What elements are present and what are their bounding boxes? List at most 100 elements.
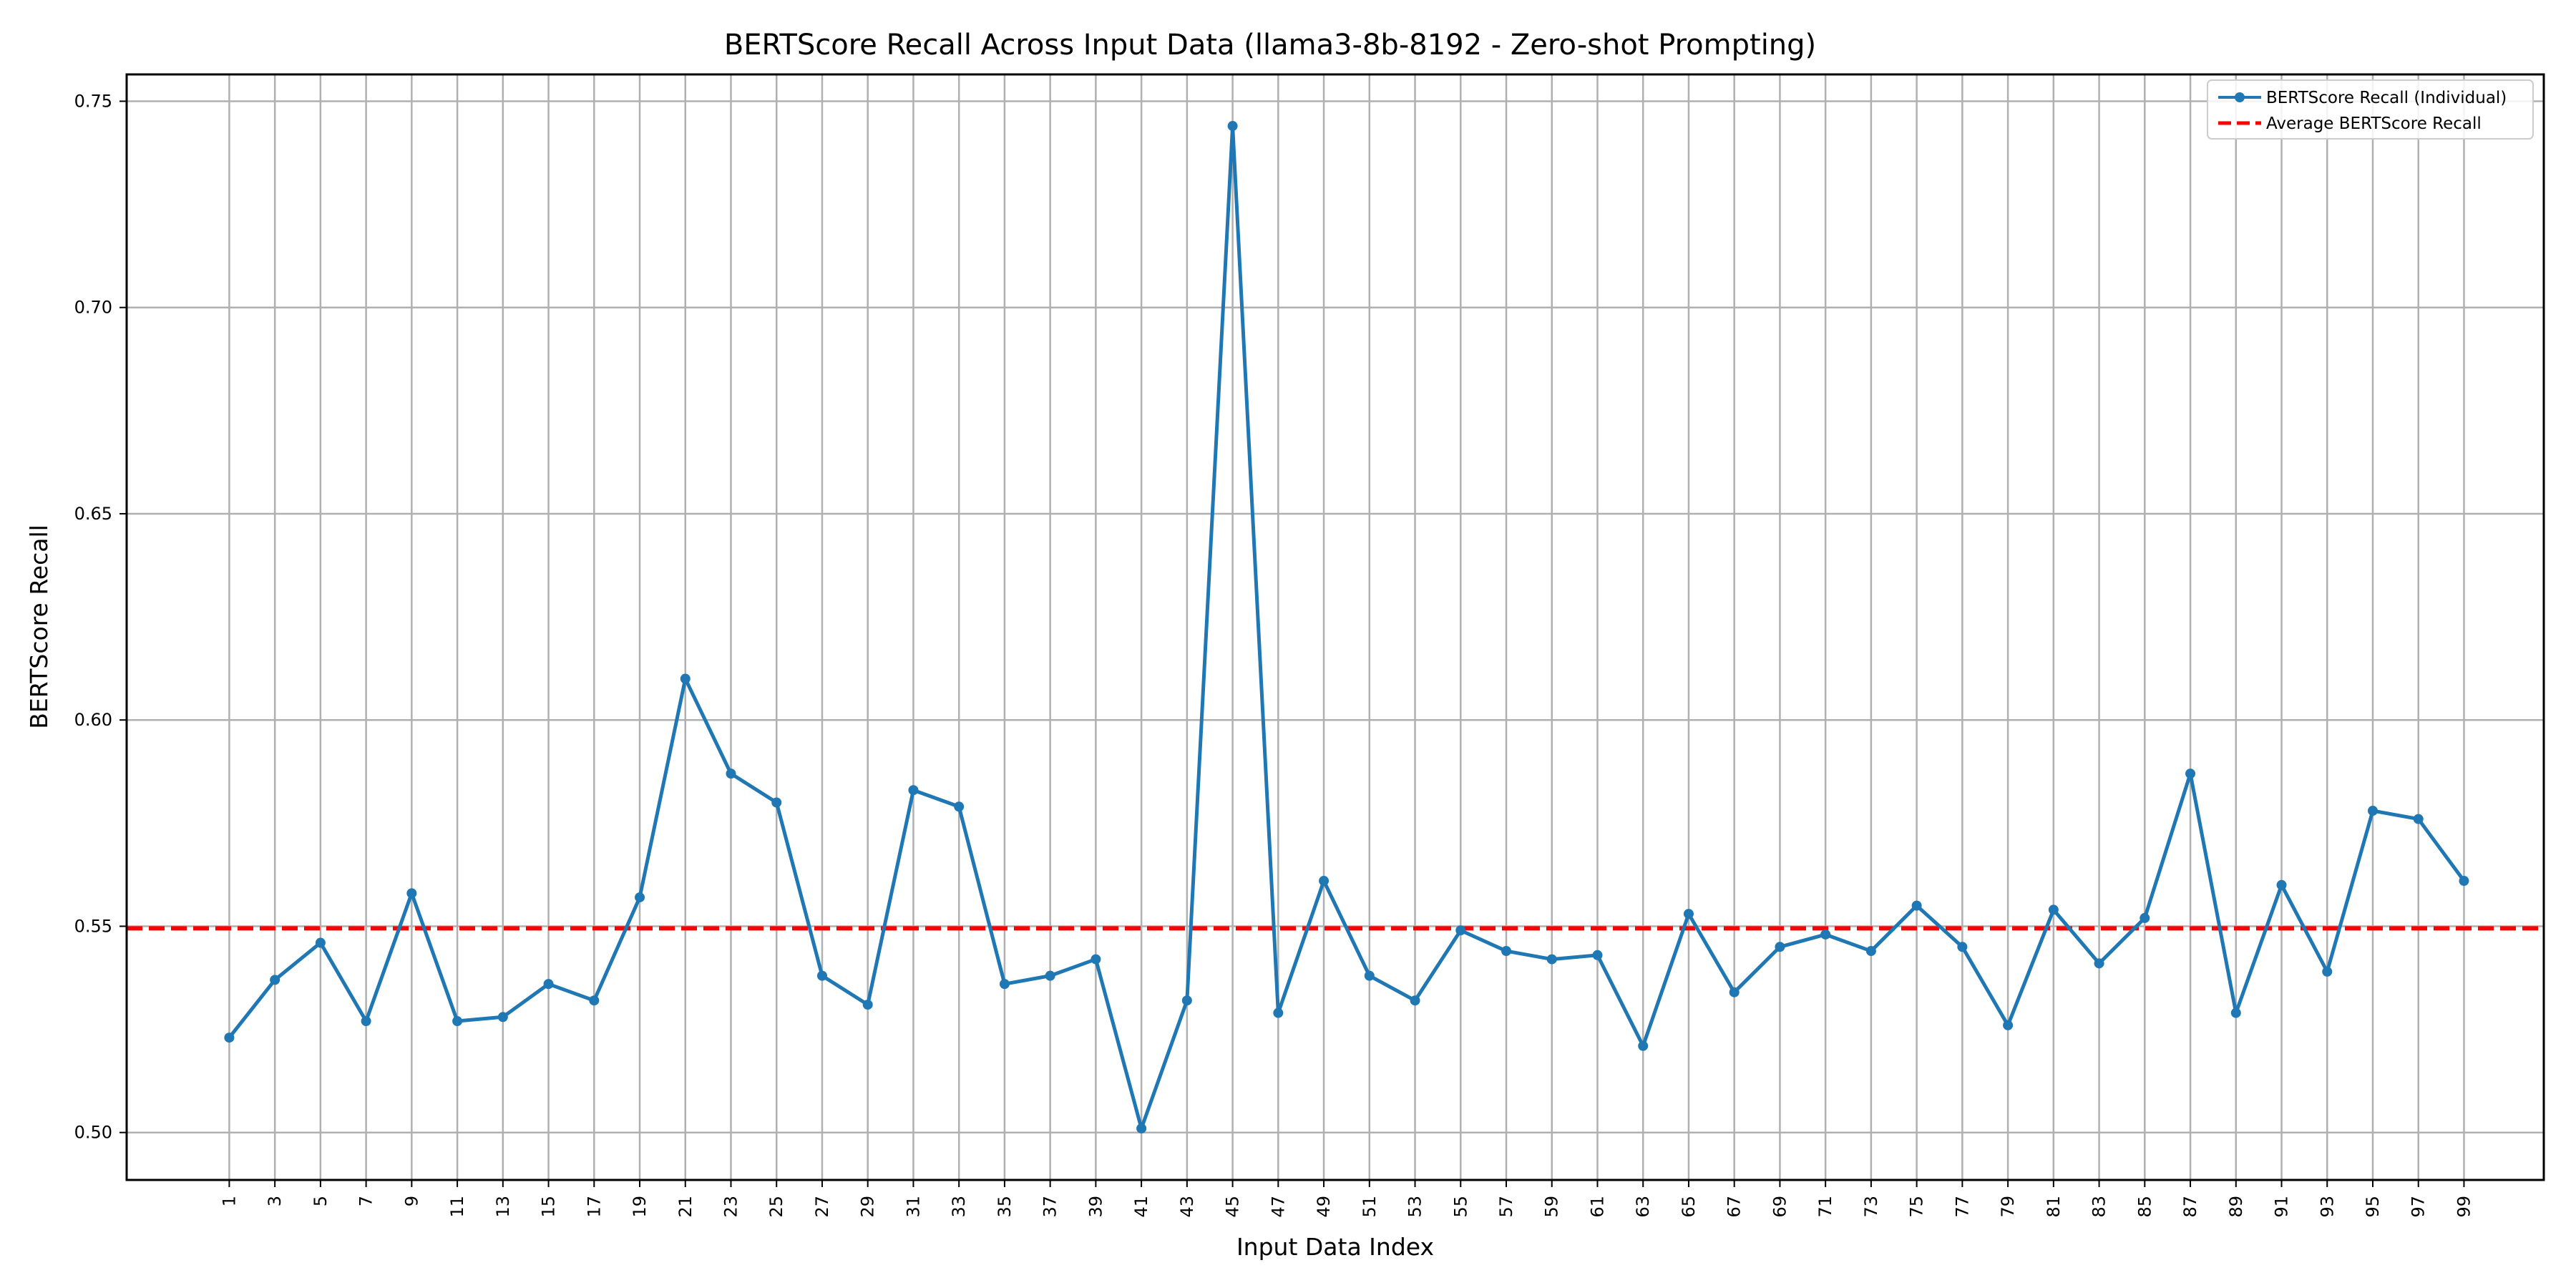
data-point (1865, 946, 1876, 957)
legend-series-marker (2235, 92, 2245, 102)
data-point (1455, 925, 1466, 936)
data-point (2367, 806, 2378, 816)
y-tick-label: 0.75 (74, 91, 112, 111)
series-line (228, 124, 2466, 1131)
data-point (1364, 970, 1375, 981)
x-tick-label: 85 (2135, 1196, 2155, 1218)
chart-title: BERTScore Recall Across Input Data (llam… (724, 29, 1816, 62)
x-tick-label: 39 (1085, 1196, 1106, 1218)
x-tick-label: 27 (812, 1196, 832, 1218)
data-point (406, 888, 417, 899)
data-point (589, 995, 600, 1006)
legend-series-label: BERTScore Recall (Individual) (2266, 89, 2507, 107)
x-tick-label: 35 (995, 1196, 1015, 1218)
x-tick-label: 91 (2272, 1196, 2292, 1218)
x-tick-label: 55 (1450, 1196, 1470, 1218)
x-tick-label: 7 (356, 1196, 376, 1206)
x-tick-label: 43 (1177, 1196, 1197, 1218)
x-tick-label: 61 (1587, 1196, 1607, 1218)
y-axis-label: BERTScore Recall (25, 525, 53, 729)
x-tick-label: 99 (2454, 1196, 2474, 1218)
x-tick-label: 83 (2089, 1196, 2109, 1218)
data-point (1911, 900, 1922, 911)
data-point (635, 892, 645, 903)
x-tick-label: 21 (675, 1196, 696, 1218)
x-tick-label: 49 (1314, 1196, 1334, 1218)
data-point (908, 785, 919, 796)
data-point (543, 979, 554, 990)
data-point (1319, 876, 1330, 887)
x-tick-label: 87 (2180, 1196, 2200, 1218)
x-tick-label: 59 (1542, 1196, 1562, 1218)
x-tick-label: 97 (2409, 1196, 2429, 1218)
x-tick-label: 95 (2363, 1196, 2383, 1218)
data-point (2230, 1008, 2241, 1018)
x-tick-label: 67 (1724, 1196, 1745, 1218)
data-point (2048, 904, 2059, 915)
x-tick-label: 51 (1360, 1196, 1380, 1218)
data-point (1227, 121, 1238, 132)
data-point (680, 673, 691, 684)
data-point (2185, 769, 2196, 779)
data-point (1957, 942, 1968, 952)
y-axis-ticks: 0.50 0.55 0.60 0.65 0.70 0.75 (74, 91, 127, 1143)
x-tick-label: 81 (2044, 1196, 2064, 1218)
x-tick-label: 1 (219, 1196, 239, 1206)
plot-frame (125, 73, 2545, 1181)
data-point (2322, 966, 2333, 977)
grid (127, 74, 2544, 1180)
x-axis-ticks: 1 3 5 7 9 11 13 15 17 19 21 23 25 27 29 31 33 35 37 39 41 43 4… (219, 1180, 2474, 1218)
x-tick-label: 47 (1268, 1196, 1288, 1218)
y-tick-label: 0.65 (74, 504, 112, 524)
data-point (816, 970, 827, 981)
x-tick-label: 37 (1040, 1196, 1060, 1218)
data-point (1820, 929, 1831, 940)
data-point (2413, 814, 2424, 824)
data-point (1501, 946, 1512, 957)
data-point (954, 801, 965, 812)
x-tick-label: 71 (1815, 1196, 1835, 1218)
x-tick-label: 13 (493, 1196, 513, 1218)
x-tick-label: 17 (584, 1196, 604, 1218)
data-point (497, 1012, 508, 1023)
legend-box (2207, 79, 2534, 140)
data-point (726, 769, 736, 779)
data-point (862, 999, 873, 1010)
data-point (1091, 954, 1101, 965)
x-tick-label: 33 (949, 1196, 969, 1218)
x-tick-label: 29 (858, 1196, 878, 1218)
x-tick-label: 79 (1998, 1196, 2018, 1218)
data-point (270, 975, 280, 985)
data-point (1638, 1040, 1649, 1051)
x-tick-label: 73 (1861, 1196, 1881, 1218)
x-tick-label: 93 (2317, 1196, 2337, 1218)
data-point (1592, 950, 1603, 960)
y-tick-label: 0.50 (74, 1123, 112, 1143)
data-point (1546, 954, 1557, 965)
x-tick-label: 15 (539, 1196, 559, 1218)
data-point (1136, 1123, 1147, 1133)
series-layer (224, 121, 2469, 1133)
data-point (1273, 1008, 1284, 1018)
data-point (771, 797, 782, 808)
data-point (2459, 876, 2469, 887)
x-tick-label: 19 (630, 1196, 650, 1218)
x-tick-label: 11 (447, 1196, 467, 1218)
data-point (2276, 879, 2287, 890)
x-tick-label: 57 (1496, 1196, 1516, 1218)
x-tick-label: 53 (1405, 1196, 1425, 1218)
x-tick-label: 23 (721, 1196, 741, 1218)
x-tick-label: 89 (2226, 1196, 2246, 1218)
data-point (452, 1016, 463, 1027)
data-point (1045, 970, 1055, 981)
legend: BERTScore Recall (Individual) Average BE… (2207, 79, 2534, 140)
data-point (1683, 909, 1694, 919)
x-tick-label: 25 (766, 1196, 786, 1218)
data-point (315, 937, 326, 948)
x-tick-label: 77 (1952, 1196, 1972, 1218)
data-point (999, 979, 1010, 990)
data-point (2094, 958, 2104, 969)
data-point (1775, 942, 1785, 952)
data-point (1729, 987, 1740, 997)
